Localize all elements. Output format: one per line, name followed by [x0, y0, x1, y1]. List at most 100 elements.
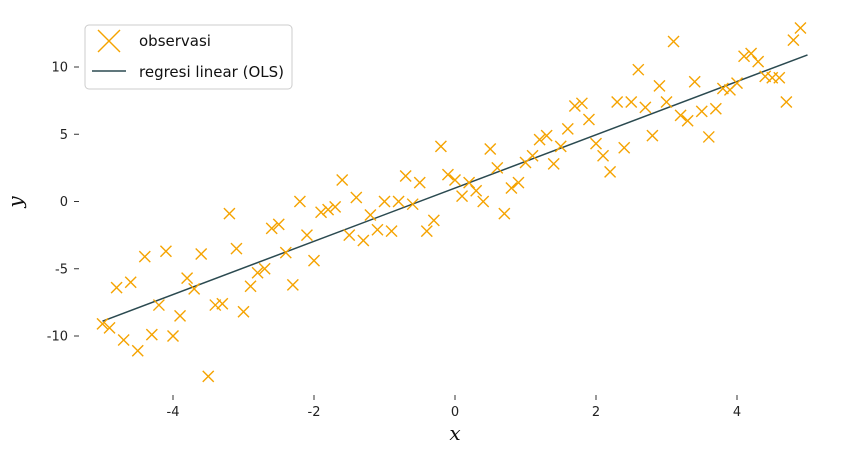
observation-point — [272, 218, 285, 231]
observation-point — [632, 63, 645, 76]
observation-point — [449, 173, 461, 186]
observation-point — [512, 176, 525, 189]
observation-point — [399, 169, 412, 182]
observation-point — [378, 195, 391, 208]
y-tick-label: -5 — [55, 262, 68, 277]
observation-point — [420, 225, 433, 238]
observation-point — [159, 245, 172, 258]
observation-point — [350, 191, 363, 204]
observation-point — [300, 229, 313, 242]
regression-line — [102, 54, 808, 322]
observation-point — [286, 278, 299, 291]
y-axis: -10 -5 0 5 10 — [47, 61, 79, 345]
observation-point — [315, 206, 328, 219]
observation-point — [731, 77, 743, 90]
observation-point — [561, 122, 574, 135]
observation-point — [752, 55, 765, 68]
observation-point — [265, 222, 278, 235]
observation-point — [604, 165, 617, 178]
observation-point — [639, 101, 652, 114]
observation-point — [554, 140, 567, 153]
observation-point — [484, 143, 497, 156]
observation-point — [738, 50, 751, 63]
y-tick-label: 0 — [60, 195, 68, 210]
observation-point — [371, 223, 384, 236]
observation-point — [413, 176, 426, 189]
observation-point — [611, 95, 624, 108]
x-axis: -4 -2 0 2 4 — [167, 395, 741, 420]
y-tick-label: 5 — [60, 128, 68, 143]
observation-point — [103, 321, 116, 334]
observation-point — [181, 272, 194, 285]
observation-point — [653, 79, 666, 92]
observation-point — [167, 330, 179, 342]
observation-point — [794, 22, 807, 34]
legend-frame — [84, 24, 293, 90]
observation-point — [618, 141, 631, 154]
observation-point — [343, 229, 356, 242]
observation-point — [688, 75, 701, 88]
observation-point — [223, 207, 236, 220]
observation-point — [759, 70, 772, 83]
observation-point — [406, 198, 419, 211]
x-tick-label: -4 — [167, 405, 180, 420]
observation-point — [258, 262, 271, 275]
observation-point — [329, 200, 342, 213]
y-axis-title: y — [3, 196, 27, 209]
regression-line-layer — [102, 54, 808, 322]
observation-point — [597, 149, 610, 162]
y-tick-label: 10 — [51, 61, 68, 76]
observation-point — [308, 254, 320, 267]
legend-marker-observasi — [97, 29, 121, 53]
observation-point — [773, 71, 786, 84]
observation-point — [681, 114, 694, 127]
x-tick-label: 2 — [592, 405, 600, 420]
observations-layer — [96, 22, 807, 383]
observation-point — [230, 242, 243, 255]
observation-point — [322, 203, 335, 216]
observation-point — [152, 299, 165, 312]
observation-point — [209, 299, 222, 312]
observation-point — [131, 344, 144, 357]
observation-point — [124, 276, 137, 289]
x-tick-label: 4 — [733, 405, 741, 420]
observation-point — [244, 280, 257, 293]
observation-point — [702, 130, 715, 143]
observation-point — [357, 234, 370, 247]
observation-point — [568, 100, 581, 112]
observation-point — [195, 247, 208, 260]
observation-point — [491, 161, 504, 174]
legend: observasi regresi linear (OLS) — [84, 24, 293, 90]
legend-label-regression: regresi linear (OLS) — [139, 63, 284, 81]
observation-point — [470, 184, 483, 197]
observation-point — [780, 95, 793, 108]
observation-point — [441, 168, 454, 181]
observation-point — [174, 309, 187, 322]
legend-label-observasi: observasi — [139, 32, 211, 50]
observation-point — [526, 149, 539, 162]
observation-point — [336, 173, 349, 186]
observation-point — [427, 214, 440, 227]
observation-point — [251, 266, 264, 279]
observation-point — [498, 207, 511, 220]
observation-point — [145, 328, 158, 341]
observation-point — [547, 157, 560, 170]
observation-point — [202, 370, 215, 383]
observation-point — [533, 133, 546, 146]
observation-point — [434, 140, 447, 153]
observation-point — [695, 105, 708, 118]
observation-point — [138, 250, 151, 263]
observation-point — [117, 334, 130, 347]
observation-point — [96, 317, 109, 330]
observation-point — [505, 182, 518, 195]
observation-point — [590, 137, 602, 150]
observation-point — [463, 176, 476, 189]
observation-point — [540, 129, 553, 142]
observation-point — [216, 297, 229, 310]
observation-point — [582, 113, 595, 126]
x-tick-label: 0 — [451, 405, 459, 420]
observation-point — [646, 129, 659, 142]
observation-point — [237, 305, 250, 318]
observation-point — [787, 34, 800, 47]
